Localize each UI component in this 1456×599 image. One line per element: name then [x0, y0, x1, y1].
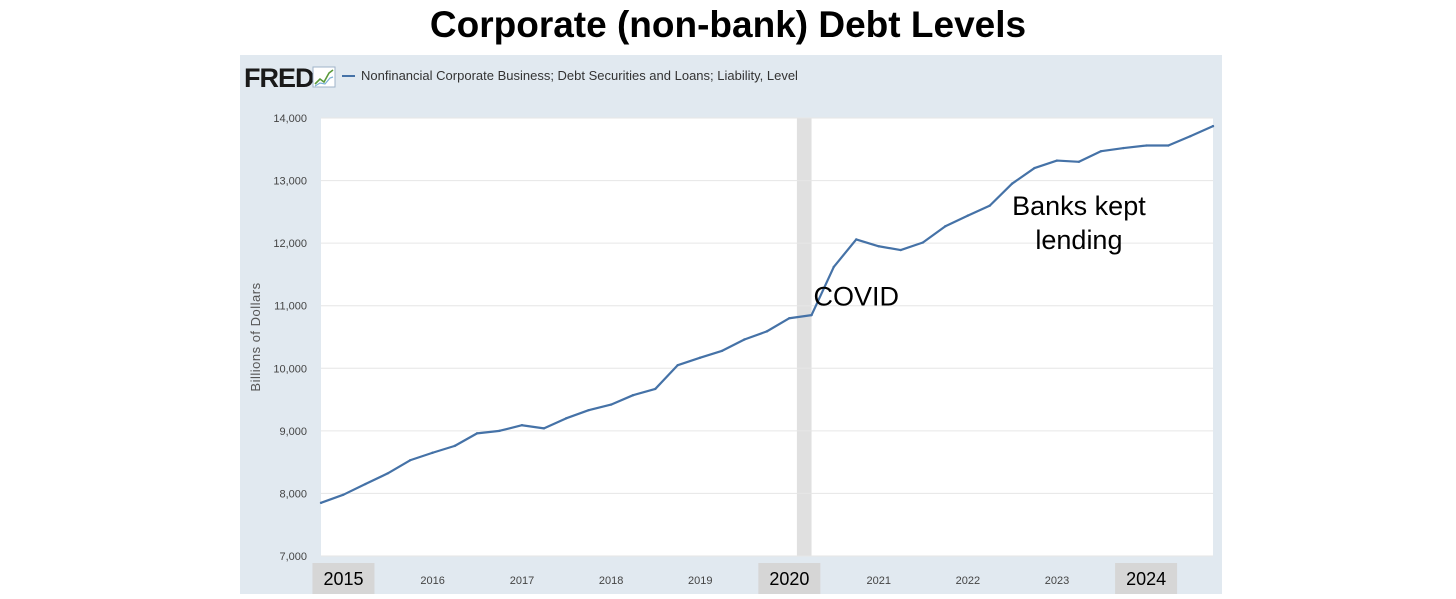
- data-point: [855, 238, 858, 241]
- data-point: [587, 409, 590, 412]
- fred-graph-icon: [312, 66, 336, 88]
- series-points: [319, 124, 1215, 505]
- x-tick-label: 2019: [688, 575, 712, 587]
- y-tick-label: 14,000: [273, 113, 307, 125]
- x-tick-highlight: [758, 563, 821, 594]
- data-point: [654, 387, 657, 391]
- recession-band: [796, 118, 812, 556]
- x-tick-label: 2018: [599, 575, 623, 587]
- y-tick-label: 12,000: [273, 238, 307, 250]
- x-tick-label: 2022: [956, 575, 980, 587]
- data-point: [542, 427, 546, 430]
- x-tick-label: 2017: [510, 575, 534, 587]
- data-point: [1033, 166, 1036, 170]
- data-point: [319, 501, 323, 505]
- data-point: [720, 349, 724, 352]
- data-point: [699, 356, 702, 359]
- x-tick-label: 2016: [420, 575, 444, 587]
- data-point: [386, 472, 389, 475]
- y-tick-label: 13,000: [273, 176, 307, 188]
- legend-label: Nonfinancial Corporate Business; Debt Se…: [361, 68, 798, 83]
- data-point: [498, 429, 501, 433]
- data-point: [1010, 182, 1014, 185]
- data-point: [966, 214, 970, 217]
- data-point: [1055, 159, 1059, 162]
- data-point: [877, 245, 880, 248]
- x-tick-label: 2020: [769, 569, 809, 589]
- annotations: COVID Banks kept lending: [813, 191, 1146, 312]
- data-point: [631, 393, 635, 397]
- data-point: [1211, 124, 1215, 128]
- data-point: [743, 338, 746, 341]
- data-point: [609, 403, 613, 406]
- annotation-label: COVID: [813, 282, 899, 312]
- data-point: [431, 451, 434, 454]
- data-point: [453, 444, 457, 448]
- y-axis-label: Billions of Dollars: [248, 282, 263, 391]
- data-point: [342, 493, 345, 496]
- gridlines: [321, 117, 1213, 557]
- plot-area: [321, 118, 1213, 556]
- y-tick-label: 8,000: [279, 488, 307, 500]
- data-point: [408, 459, 412, 462]
- data-point: [899, 248, 902, 252]
- data-point: [1189, 134, 1192, 138]
- data-point: [1122, 146, 1125, 150]
- data-point: [520, 424, 524, 427]
- y-tick-label: 10,000: [273, 363, 307, 375]
- data-point: [1144, 144, 1148, 147]
- x-axis-ticks: 2015 2016 2017 2018 2019 2020 2021 2022 2023 2024: [312, 563, 1178, 594]
- y-tick-label: 7,000: [279, 551, 307, 563]
- data-point: [810, 313, 813, 317]
- x-tick-highlight: [312, 563, 375, 594]
- data-point: [944, 225, 947, 228]
- x-tick-label: 2023: [1045, 575, 1069, 587]
- data-point: [475, 432, 479, 435]
- x-tick-label: 2024: [1126, 569, 1166, 589]
- x-tick-label: 2015: [323, 569, 363, 589]
- data-point: [988, 204, 992, 207]
- data-point: [1077, 160, 1081, 163]
- data-point: [1167, 144, 1170, 147]
- data-point: [832, 265, 835, 269]
- data-point: [1099, 149, 1103, 153]
- data-point: [765, 330, 769, 333]
- fred-logo: FRED: [244, 63, 314, 93]
- data-point: [921, 241, 925, 244]
- data-point: [564, 417, 568, 420]
- data-point: [676, 363, 679, 367]
- data-point: [364, 482, 367, 486]
- y-tick-label: 11,000: [274, 301, 307, 313]
- y-axis-ticks: 7,000 8,000 9,000 10,000 11,000 12,000 13,000 1…: [273, 113, 307, 563]
- annotation-label: Banks kept lending: [1012, 191, 1146, 255]
- x-tick-highlight: [1115, 563, 1178, 594]
- y-tick-label: 9,000: [279, 426, 307, 438]
- page-title: Corporate (non-bank) Debt Levels: [429, 4, 1027, 45]
- x-tick-label: 2021: [866, 575, 890, 587]
- data-point: [788, 317, 791, 320]
